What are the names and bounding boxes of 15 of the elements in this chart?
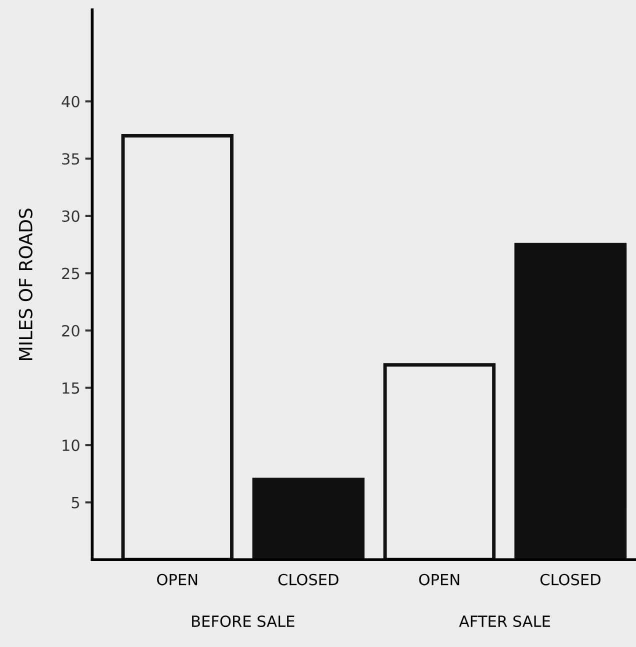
- y-tick-label: 35: [62, 153, 80, 165]
- y-tick-label: 20: [62, 324, 80, 337]
- y-tick-label: 25: [62, 268, 80, 280]
- y-tick-label: 15: [62, 382, 80, 394]
- y-axis-title: MILES OF ROADS: [18, 208, 32, 360]
- y-tick-label: 10: [62, 440, 80, 452]
- y-tick-label: 40: [62, 96, 80, 108]
- text: AFTER SALE: [459, 615, 550, 628]
- x-tick-label: CLOSED: [278, 574, 338, 586]
- y-tick-label: 30: [62, 210, 80, 222]
- x-tick-label: OPEN: [419, 574, 460, 586]
- x-tick-label: OPEN: [157, 574, 198, 586]
- text: BEFORE SALE: [192, 615, 294, 628]
- x-tick-label: CLOSED: [540, 574, 600, 586]
- y-tick-label: 5: [72, 497, 80, 508]
